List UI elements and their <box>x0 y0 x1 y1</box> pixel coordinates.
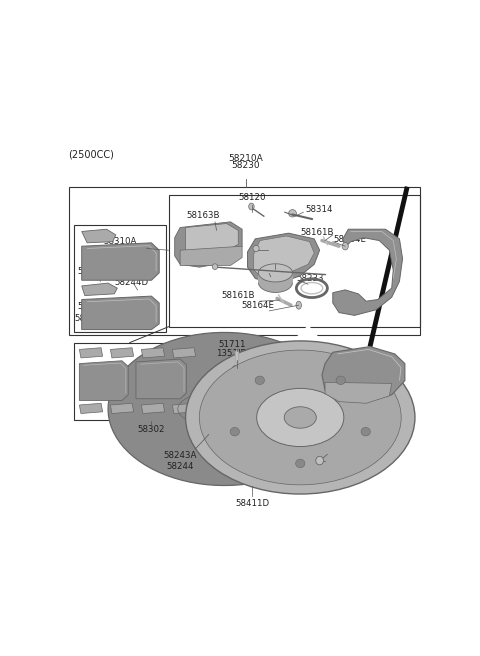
Text: 58232: 58232 <box>265 267 293 276</box>
Text: 58161B: 58161B <box>221 291 255 300</box>
Bar <box>168 195 420 327</box>
Polygon shape <box>254 236 314 280</box>
Ellipse shape <box>194 396 254 422</box>
Polygon shape <box>333 229 403 316</box>
Text: 51711: 51711 <box>218 340 246 350</box>
Ellipse shape <box>199 350 401 485</box>
Text: 58163B: 58163B <box>187 211 220 220</box>
Ellipse shape <box>288 210 296 217</box>
Text: 58310A
58311: 58310A 58311 <box>103 237 136 256</box>
Text: 58233: 58233 <box>296 274 324 283</box>
Polygon shape <box>172 348 196 358</box>
Polygon shape <box>82 229 116 243</box>
Bar <box>74 224 166 333</box>
Ellipse shape <box>316 457 324 465</box>
Text: 58244C: 58244C <box>77 302 110 312</box>
Text: 1220FS: 1220FS <box>333 464 365 473</box>
Ellipse shape <box>296 301 301 309</box>
Polygon shape <box>180 246 242 266</box>
Text: 58164E: 58164E <box>241 300 274 310</box>
Text: 58243A
58244: 58243A 58244 <box>163 451 197 471</box>
Text: 58244D: 58244D <box>114 278 148 287</box>
Polygon shape <box>186 224 238 252</box>
Ellipse shape <box>212 264 218 270</box>
Ellipse shape <box>232 365 241 373</box>
Text: 58314: 58314 <box>305 205 332 214</box>
Polygon shape <box>82 243 159 280</box>
Polygon shape <box>82 296 159 329</box>
Ellipse shape <box>284 407 316 428</box>
Polygon shape <box>110 348 133 358</box>
Ellipse shape <box>361 428 371 436</box>
Ellipse shape <box>230 428 240 436</box>
Polygon shape <box>79 403 103 413</box>
Ellipse shape <box>257 388 344 447</box>
Ellipse shape <box>258 264 292 282</box>
Polygon shape <box>142 348 165 358</box>
Ellipse shape <box>253 245 259 252</box>
Text: 58125: 58125 <box>268 245 295 254</box>
Text: 58120: 58120 <box>239 193 266 202</box>
Bar <box>69 187 420 335</box>
Text: 58161B: 58161B <box>300 228 334 237</box>
Polygon shape <box>325 382 392 403</box>
Polygon shape <box>136 359 186 399</box>
Ellipse shape <box>342 243 348 250</box>
Text: (2500CC): (2500CC) <box>68 150 114 160</box>
Polygon shape <box>108 333 340 485</box>
Text: 58244C: 58244C <box>77 267 110 276</box>
Ellipse shape <box>255 376 264 384</box>
Text: 1351JD: 1351JD <box>216 349 248 358</box>
Text: 58210A: 58210A <box>228 154 264 163</box>
Ellipse shape <box>186 341 415 494</box>
Text: 58235C: 58235C <box>272 258 306 266</box>
Text: 58302: 58302 <box>138 425 165 434</box>
Polygon shape <box>82 283 117 296</box>
Polygon shape <box>172 403 196 413</box>
Ellipse shape <box>249 203 254 210</box>
Text: 58164E: 58164E <box>334 236 367 245</box>
Polygon shape <box>142 403 165 413</box>
Polygon shape <box>79 361 128 400</box>
Polygon shape <box>79 348 103 358</box>
Ellipse shape <box>296 459 305 468</box>
Text: 58244D: 58244D <box>74 314 108 323</box>
Text: 58230: 58230 <box>232 161 260 170</box>
Wedge shape <box>224 325 343 430</box>
Ellipse shape <box>336 376 345 384</box>
Polygon shape <box>175 222 242 267</box>
Bar <box>74 342 209 420</box>
Polygon shape <box>248 233 320 284</box>
Polygon shape <box>322 346 405 401</box>
Bar <box>258 273 293 283</box>
Ellipse shape <box>258 273 292 293</box>
Polygon shape <box>110 403 133 413</box>
Text: 58411D: 58411D <box>235 499 269 508</box>
